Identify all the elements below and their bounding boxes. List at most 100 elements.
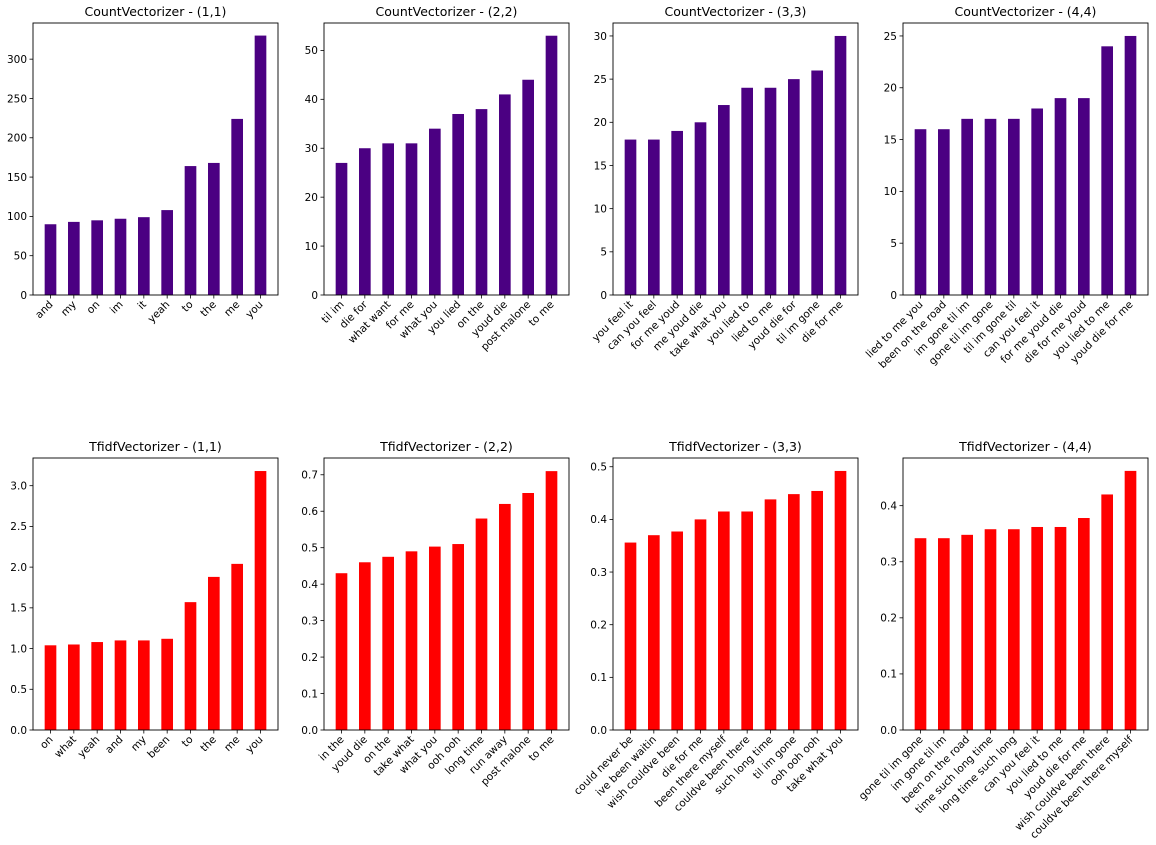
- bar: [671, 130, 683, 295]
- x-tick-label: on: [38, 734, 56, 752]
- bar: [1008, 529, 1020, 730]
- bar: [44, 224, 57, 295]
- x-tick-label: to: [180, 734, 196, 750]
- bar: [938, 129, 950, 295]
- bar: [522, 493, 534, 730]
- bar: [1101, 46, 1113, 295]
- bar: [161, 638, 173, 730]
- y-tick-label: 5: [600, 247, 607, 259]
- x-tick-label: yeah: [76, 734, 103, 761]
- y-tick-label: 2.5: [10, 521, 27, 533]
- y-tick-label: 5: [890, 238, 897, 250]
- axes-frame: [32, 22, 279, 296]
- bar: [1124, 35, 1137, 295]
- x-tick-label: to me: [527, 299, 557, 329]
- chart-panel-8: TfidfVectorizer - (4,4)gone til im gonei…: [857, 439, 1149, 841]
- y-tick-label: 0.0: [880, 725, 897, 737]
- y-tick-label: 0.6: [301, 506, 318, 518]
- bar: [718, 105, 730, 296]
- bar: [231, 563, 243, 730]
- bar: [648, 535, 660, 730]
- bar: [184, 602, 197, 730]
- bar: [91, 642, 103, 730]
- bar: [452, 544, 464, 730]
- bar: [718, 511, 730, 730]
- y-tick-label: 0.7: [301, 470, 318, 482]
- bar: [788, 79, 800, 295]
- y-tick-label: 0.0: [10, 725, 27, 737]
- y-tick-label: 1.0: [10, 643, 27, 655]
- y-tick-label: 25: [884, 31, 897, 43]
- y-tick-label: 0.5: [590, 462, 607, 474]
- bar: [382, 143, 394, 295]
- bar: [254, 35, 267, 295]
- y-tick-label: 100: [7, 211, 27, 223]
- y-tick-label: 20: [305, 192, 318, 204]
- bar: [671, 531, 683, 730]
- chart-title: TfidfVectorizer - (4,4): [958, 439, 1092, 454]
- y-tick-label: 25: [594, 74, 607, 86]
- y-tick-label: 0: [20, 290, 27, 302]
- y-tick-label: 0.3: [301, 615, 318, 627]
- bar: [359, 148, 371, 295]
- bar: [938, 538, 950, 730]
- x-tick-label: the: [198, 734, 219, 755]
- bar: [984, 118, 997, 295]
- bar: [1078, 98, 1090, 295]
- y-tick-label: 0: [890, 290, 897, 302]
- bar: [208, 162, 220, 295]
- bar: [1008, 118, 1020, 295]
- x-tick-label: and: [33, 299, 55, 321]
- axes-frame: [323, 457, 570, 731]
- bar: [545, 471, 558, 730]
- x-tick-label: im: [108, 299, 126, 317]
- bar: [68, 221, 80, 295]
- y-tick-label: 0.3: [590, 567, 607, 579]
- x-tick-label: you: [243, 734, 265, 756]
- x-tick-label: what: [52, 734, 79, 761]
- x-tick-label: to me: [527, 734, 557, 764]
- x-tick-label: yeah: [146, 299, 173, 326]
- bar: [545, 35, 558, 296]
- bar: [624, 542, 637, 730]
- bar: [138, 640, 150, 730]
- bar: [138, 217, 150, 295]
- bar: [359, 562, 371, 730]
- y-tick-label: 0.1: [590, 672, 607, 684]
- x-tick-label: the: [198, 299, 219, 320]
- bar: [1054, 98, 1067, 295]
- bar: [452, 113, 464, 296]
- x-tick-label: been: [145, 734, 172, 761]
- chart-panel-4: CountVectorizer - (4,4)lied to me youbee…: [864, 4, 1149, 371]
- chart-title: TfidfVectorizer - (3,3): [668, 439, 802, 454]
- bar: [254, 471, 267, 730]
- y-tick-label: 10: [594, 203, 607, 215]
- y-tick-label: 40: [305, 94, 318, 106]
- bar: [834, 35, 847, 295]
- axes-frame: [612, 22, 859, 296]
- y-tick-label: 0.1: [301, 688, 318, 700]
- bar: [1124, 470, 1137, 730]
- bar: [335, 573, 348, 730]
- x-tick-label: on: [85, 299, 103, 317]
- bar: [231, 118, 243, 295]
- bar: [811, 70, 823, 295]
- chart-title: CountVectorizer - (1,1): [85, 4, 227, 19]
- bar: [961, 534, 973, 730]
- y-tick-label: 300: [7, 54, 27, 66]
- y-tick-label: 0.5: [10, 684, 27, 696]
- chart-title: TfidfVectorizer - (1,1): [88, 439, 222, 454]
- y-tick-label: 50: [305, 45, 318, 57]
- bar: [624, 139, 637, 295]
- y-tick-label: 0.2: [301, 652, 318, 664]
- bar: [811, 490, 823, 730]
- y-tick-label: 30: [305, 143, 318, 155]
- bar: [114, 218, 127, 295]
- axes-frame: [323, 22, 570, 296]
- y-tick-label: 30: [594, 31, 607, 43]
- y-tick-label: 20: [594, 117, 607, 129]
- bar: [161, 210, 173, 295]
- bar: [382, 556, 394, 730]
